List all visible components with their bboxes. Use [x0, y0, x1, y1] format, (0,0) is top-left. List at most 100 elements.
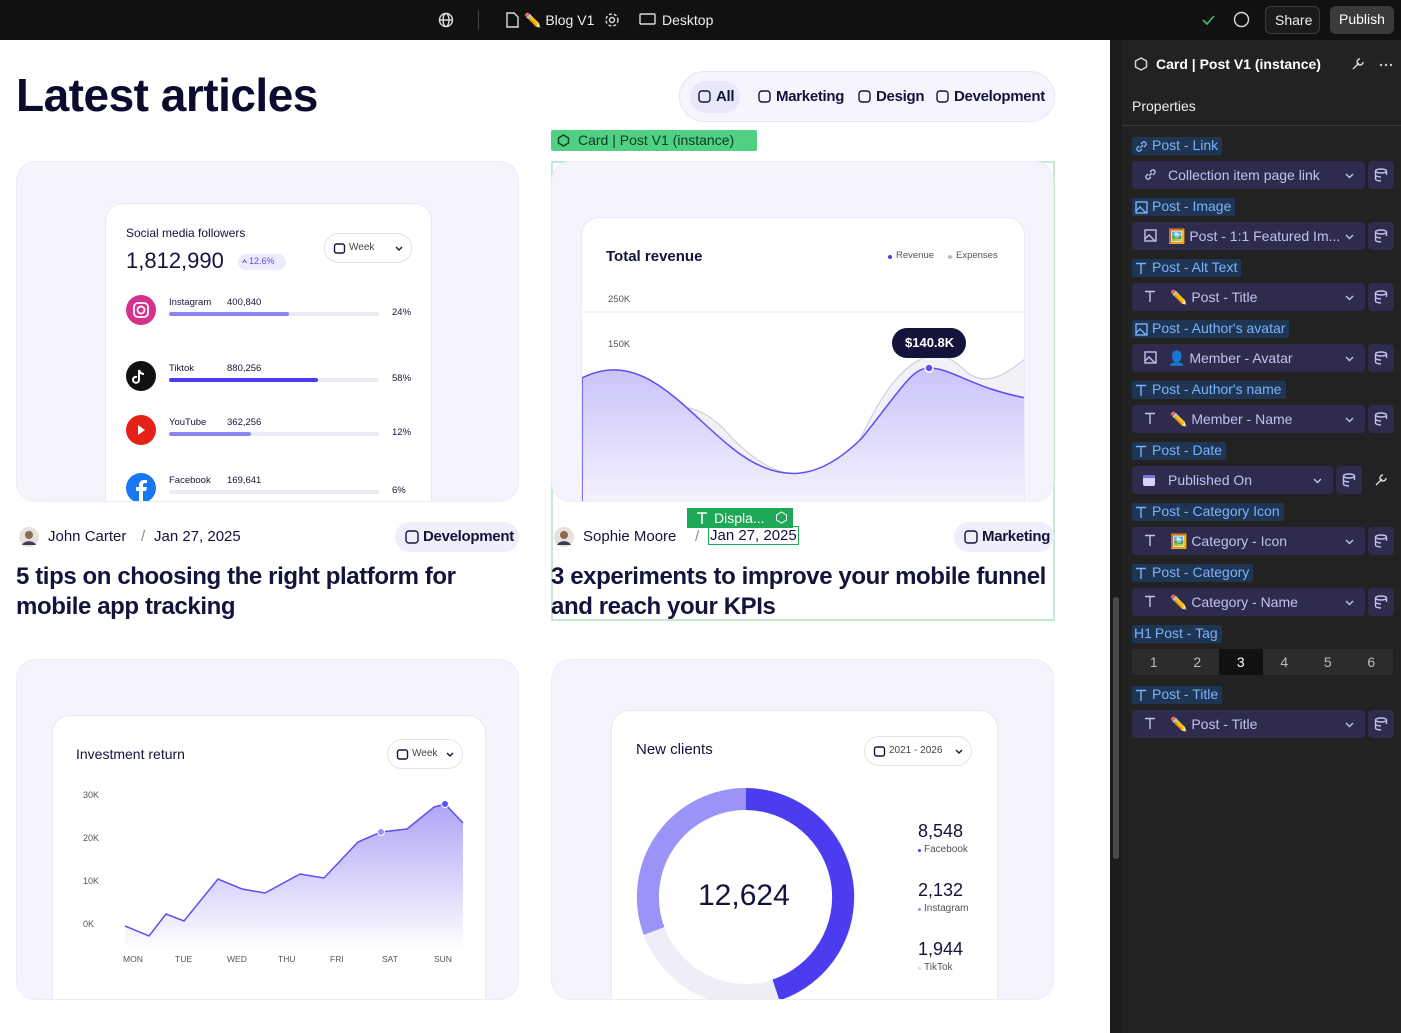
property-field[interactable]: Published On — [1132, 466, 1333, 494]
stat-value: 2,132 — [918, 880, 964, 900]
wrench-icon — [1352, 58, 1364, 70]
top-bar: ✏️ Blog V1 Desktop Share Publish — [0, 0, 1401, 40]
panel-title: Card | Post V1 (instance) — [1156, 56, 1321, 72]
field-icon — [1145, 595, 1155, 607]
label-icon — [1136, 689, 1146, 701]
field-badge: Displa... — [687, 508, 793, 528]
x-tick-label: MON — [123, 954, 143, 964]
property-field[interactable]: ✏️ Post - Title — [1132, 710, 1365, 738]
component-icon — [557, 134, 570, 147]
variable-button[interactable] — [1368, 283, 1394, 311]
chevron — [1345, 600, 1354, 606]
author-name: John Carter — [48, 528, 127, 545]
filter-button[interactable]: All — [690, 81, 740, 113]
field-value: ✏️ Post - Title — [1170, 289, 1258, 305]
chevron — [395, 246, 403, 251]
donut-total: 12,624 — [698, 879, 790, 912]
segment-label: 6 — [1367, 654, 1376, 670]
segment[interactable]: 3 — [1219, 649, 1263, 675]
period-label: 2021 - 2026 — [889, 745, 943, 756]
label-text: Post - Tag — [1154, 625, 1218, 641]
property-field[interactable]: 👤 Member - Avatar — [1132, 344, 1365, 372]
property-field[interactable]: ✏️ Member - Name — [1132, 405, 1365, 433]
variable-button[interactable] — [1368, 405, 1394, 433]
period-label: Week — [412, 748, 438, 759]
separator — [478, 10, 479, 30]
chevron — [1345, 173, 1354, 179]
share-bar — [169, 432, 251, 436]
platform-icon — [126, 295, 156, 325]
avatar — [554, 527, 574, 547]
publish-button[interactable]: Publish — [1330, 6, 1394, 34]
selection-label: Card | Post V1 (instance) — [578, 132, 735, 148]
property-field[interactable]: 🖼️ Post - 1:1 Featured Im... — [1132, 222, 1365, 250]
filter-button[interactable]: Marketing — [750, 81, 844, 113]
share-track — [169, 432, 379, 436]
property-label: H1 Post - Tag — [1132, 625, 1222, 643]
filter-icon — [858, 90, 871, 103]
scroll-track — [1110, 40, 1122, 1033]
tooltip-label: $140.8K — [905, 335, 955, 350]
field-icon — [1143, 475, 1155, 486]
chart-title: New clients — [636, 741, 713, 758]
label-text: Post - Category Icon — [1152, 503, 1280, 519]
component-icon — [776, 511, 787, 524]
field-icon — [1145, 412, 1155, 424]
field-icon — [1144, 229, 1157, 242]
field-value: 🖼️ Post - 1:1 Featured Im... — [1168, 228, 1341, 244]
filter-button[interactable]: Development — [928, 81, 1045, 113]
share-button[interactable]: Share — [1265, 6, 1320, 34]
period-dropdown: 2021 - 2026 — [864, 736, 972, 766]
breakpoint[interactable]: Desktop — [662, 12, 714, 28]
database-icon — [1374, 168, 1388, 182]
field-label: Displa... — [714, 510, 765, 526]
platform-count: 880,256 — [227, 363, 262, 374]
segment[interactable]: 6 — [1350, 649, 1394, 675]
segment[interactable]: 5 — [1306, 649, 1350, 675]
card-image: Social media followers 1,812,990 12.6% Week… — [16, 161, 519, 502]
y-tick-label: 20K — [83, 833, 100, 843]
property-field[interactable]: ✏️ Post - Title — [1132, 283, 1365, 311]
x-tick-label: FRI — [330, 954, 344, 964]
variable-button[interactable] — [1368, 710, 1394, 738]
chart-title: Investment return — [76, 746, 185, 762]
property-label: Post - Link — [1132, 137, 1223, 155]
share-bar — [169, 378, 318, 382]
property-field[interactable]: 🖼️ Category - Icon — [1132, 527, 1365, 555]
separator: / — [695, 528, 700, 545]
variable-button[interactable] — [1368, 588, 1394, 616]
category-label: Marketing — [982, 528, 1051, 545]
label-text: Post - Category — [1152, 564, 1250, 580]
chart-title: Total revenue — [606, 248, 703, 265]
panel-tab[interactable]: Properties — [1132, 98, 1196, 114]
filter-label: Development — [954, 88, 1045, 105]
filter-button[interactable]: Design — [850, 81, 925, 113]
variable-button[interactable] — [1336, 466, 1362, 494]
chart-panel: Total revenueRevenueExpenses250K150K100K… — [581, 217, 1025, 501]
donut-chart — [636, 788, 855, 999]
author-name: Sophie Moore — [583, 528, 677, 545]
y-tick-label: 150K — [608, 339, 631, 350]
segment-label: 2 — [1193, 654, 1202, 670]
chevron — [955, 749, 963, 754]
file-name[interactable]: ✏️ Blog V1 — [524, 12, 595, 28]
database-icon — [1374, 351, 1388, 365]
variable-button[interactable] — [1368, 222, 1394, 250]
chart-panel: New clients 2021 - 2026 12,624 8,548 Faceboo… — [611, 710, 998, 999]
card-image: New clients 2021 - 2026 12,624 8,548 Faceboo… — [551, 659, 1054, 1000]
property-field[interactable]: Collection item page link — [1132, 161, 1365, 189]
segment[interactable]: 2 — [1176, 649, 1220, 675]
property-field[interactable]: ✏️ Category - Name — [1132, 588, 1365, 616]
calendar-icon — [396, 749, 409, 760]
segment[interactable]: 4 — [1263, 649, 1307, 675]
platform-count: 362,256 — [227, 417, 262, 428]
category-icon — [964, 530, 978, 544]
x-tick-label: SAT — [382, 954, 398, 964]
variable-button[interactable] — [1368, 344, 1394, 372]
variable-button[interactable] — [1368, 527, 1394, 555]
variable-button[interactable] — [1368, 161, 1394, 189]
segment[interactable]: 1 — [1132, 649, 1176, 675]
y-tick-label: 0K — [83, 919, 95, 929]
post-title: 3 experiments to improve your mobile fun… — [551, 563, 1046, 620]
